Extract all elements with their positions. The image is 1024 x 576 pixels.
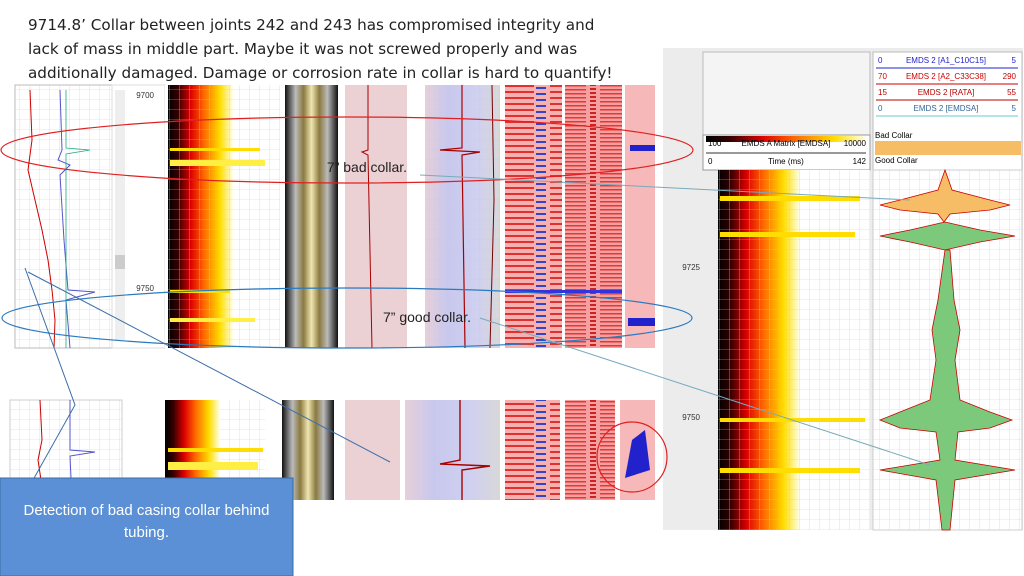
bad-collar-label: 7” bad collar. <box>327 159 407 175</box>
curve-max: 55 <box>1007 88 1016 97</box>
title-line: lack of mass in middle part. Maybe it wa… <box>28 40 578 58</box>
curve-name: EMDS 2 [EMDSA] <box>914 104 979 113</box>
time-max: 142 <box>853 157 867 166</box>
curve-max: 5 <box>1012 104 1017 113</box>
curve-min: 0 <box>878 104 883 113</box>
curve-max: 290 <box>1003 72 1017 81</box>
good-collar-ellipse <box>1 287 693 349</box>
bottom-circle <box>596 421 668 493</box>
depth-label: 9700 <box>136 91 154 100</box>
callout-line <box>27 271 391 463</box>
left-log: 9700 9750 <box>14 84 655 349</box>
curve-name: EMDS 2 [A2_C33C38] <box>906 72 986 81</box>
right-log: 100 EMDS A Matrix [EMDSA] 10000 0 Time (… <box>663 48 1023 531</box>
curve-min: 15 <box>878 88 887 97</box>
time-min: 0 <box>708 157 713 166</box>
matrix-name: EMDS A Matrix [EMDSA] <box>742 139 831 148</box>
title-line: 9714.8’ Collar between joints 242 and 24… <box>28 16 595 34</box>
callout-box <box>0 477 294 576</box>
depth-label: 9725 <box>682 263 700 272</box>
time-name: Time (ms) <box>768 157 804 166</box>
depth-label: 9750 <box>136 284 154 293</box>
connector <box>419 174 911 201</box>
curve-name: EMDS 2 [A1_C10C15] <box>906 56 986 65</box>
connector <box>479 317 931 466</box>
callout-text: Detection of bad casing collar behind tu… <box>23 502 270 541</box>
bottom-log <box>9 399 655 501</box>
matrix-max: 10000 <box>844 139 867 148</box>
good-collar-label: 7” good collar. <box>383 309 471 325</box>
flag-label: Bad Collar <box>875 131 913 140</box>
curve-min: 0 <box>878 56 883 65</box>
title-line: additionally damaged. Damage or corrosio… <box>28 64 613 82</box>
callout-wrap: Detection of bad casing collar behind tu… <box>23 502 270 541</box>
flag-label: Good Collar <box>875 156 918 165</box>
bad-collar-ellipse <box>0 116 694 184</box>
matrix-min: 100 <box>708 139 722 148</box>
curve-max: 5 <box>1012 56 1017 65</box>
curve-min: 70 <box>878 72 887 81</box>
curve-name: EMDS 2 [RATA] <box>918 88 975 97</box>
depth-label: 9750 <box>682 413 700 422</box>
